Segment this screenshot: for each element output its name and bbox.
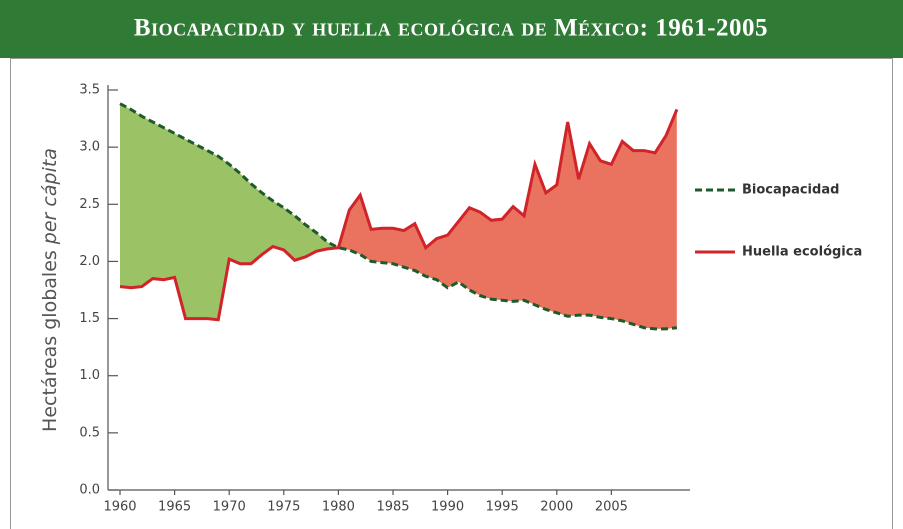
y-tick-label: 2.0 bbox=[79, 254, 100, 269]
legend-label: Huella ecológica bbox=[742, 245, 862, 260]
y-label-italic: per cápita bbox=[39, 148, 61, 245]
x-tick-label: 2000 bbox=[540, 500, 573, 515]
x-tick-label: 1970 bbox=[213, 500, 246, 515]
x-tick-label: 2005 bbox=[595, 500, 628, 515]
series-line bbox=[119, 108, 679, 322]
x-tick-label: 1960 bbox=[103, 500, 136, 515]
y-tick-label: 1.5 bbox=[79, 311, 100, 326]
x-tick-label: 1995 bbox=[486, 500, 519, 515]
x-tick-label: 1965 bbox=[158, 500, 191, 515]
x-tick-label: 1990 bbox=[431, 500, 464, 515]
y-label-main: Hectáreas globales bbox=[39, 250, 61, 432]
y-tick-label: 0.5 bbox=[79, 425, 100, 440]
x-tick-label: 1975 bbox=[267, 500, 300, 515]
deficit-area bbox=[120, 103, 677, 329]
chart-title: Biocapacidad y huella ecológica de Méxic… bbox=[134, 15, 768, 42]
y-axis-label: Hectáreas globales per cápita bbox=[39, 148, 61, 432]
frame bbox=[10, 58, 893, 529]
y-tick-label: 1.0 bbox=[79, 368, 100, 383]
x-tick-label: 1985 bbox=[376, 500, 409, 515]
legend-label: Biocapacidad bbox=[742, 183, 839, 198]
y-tick-label: 0.0 bbox=[79, 483, 100, 498]
title-banner bbox=[0, 0, 903, 58]
x-tick-label: 1980 bbox=[322, 500, 355, 515]
series-line bbox=[119, 102, 678, 331]
y-tick-label: 3.0 bbox=[79, 140, 100, 155]
y-tick-label: 2.5 bbox=[79, 197, 100, 212]
y-tick-label: 3.5 bbox=[79, 83, 100, 98]
